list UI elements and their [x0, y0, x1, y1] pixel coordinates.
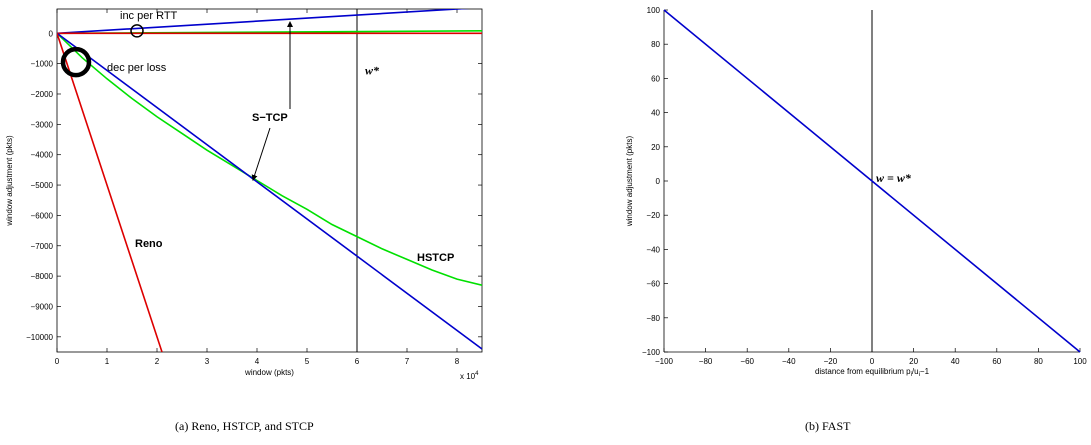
y-tick-label: −10000	[26, 333, 53, 342]
y-tick-label: −2000	[31, 90, 54, 99]
x-multiplier-label: x 104	[460, 371, 479, 381]
x-tick-label: 6	[355, 357, 360, 366]
x-tick-label: −60	[740, 357, 754, 366]
w-star-label: w*	[365, 63, 380, 77]
annotation-stcp: S−TCP	[252, 112, 288, 124]
chart-a: 0 1 2 3 4 5 6 7 8 0 −1000 −2000 −3000 −4000 −5000 −6000…	[5, 8, 483, 381]
annotation-hstcp: HSTCP	[417, 252, 454, 264]
x-axis-label: distance from equilibrium pi/ui−1	[815, 367, 930, 378]
x-tick-label: −40	[782, 357, 796, 366]
y-tick-label: 0	[49, 29, 54, 38]
y-tick-label: 60	[651, 74, 660, 83]
y-tick-label: −9000	[31, 302, 54, 311]
x-tick-label: 80	[1034, 357, 1043, 366]
x-tick-label: 0	[870, 357, 875, 366]
y-tick-label: −100	[642, 348, 661, 357]
series-hstcp-decrease-line	[57, 32, 482, 286]
y-tick-label: −60	[646, 280, 660, 289]
y-tick-label: 0	[656, 177, 661, 186]
series-reno-decrease-line	[57, 33, 163, 352]
y-tick-label: −4000	[31, 151, 54, 160]
x-tick-label: 40	[951, 357, 960, 366]
x-tick-label: −100	[655, 357, 674, 366]
y-axis-label: window adjustment (pkts)	[5, 135, 14, 227]
y-tick-label: 20	[651, 143, 660, 152]
series-fast-line	[663, 9, 1081, 353]
inc-per-rtt-marker	[130, 24, 144, 38]
annotation-reno: Reno	[135, 238, 163, 250]
x-tick-label: −20	[824, 357, 838, 366]
y-tick-label: −7000	[31, 242, 54, 251]
y-tick-label: −80	[646, 314, 660, 323]
y-tick-label: −1000	[31, 60, 54, 69]
series-stcp-increase-line	[57, 9, 471, 35]
caption-b: (b) FAST	[805, 419, 851, 433]
x-tick-label: 100	[1073, 357, 1087, 366]
x-tick-label: 20	[909, 357, 918, 366]
chart-b: −100 −80 −60 −40 −20 0 20 40 60 80 100 100 80 60 40 20 0…	[625, 6, 1087, 378]
stcp-decrease-arrow	[251, 127, 271, 181]
annotation-inc-per-rtt: inc per RTT	[120, 10, 178, 22]
annotation-equilibrium: w = w*	[876, 171, 912, 185]
y-tick-label: −3000	[31, 120, 54, 129]
dec-per-loss-marker	[60, 46, 92, 78]
y-tick-label: −40	[646, 245, 660, 254]
x-axis-label: window (pkts)	[244, 368, 294, 377]
y-tick-label: −8000	[31, 272, 54, 281]
x-tick-label: 5	[305, 357, 310, 366]
x-tick-label: 2	[155, 357, 160, 366]
x-tick-label: −80	[699, 357, 713, 366]
x-tick-label: 60	[992, 357, 1001, 366]
y-tick-label: 40	[651, 109, 660, 118]
y-tick-label: −6000	[31, 211, 54, 220]
x-tick-label: 0	[55, 357, 60, 366]
y-axis-label: window adjustment (pkts)	[625, 136, 634, 228]
y-tick-label: −20	[646, 211, 660, 220]
y-tick-label: 100	[647, 6, 661, 15]
annotation-dec-per-loss: dec per loss	[107, 62, 167, 74]
x-tick-label: 8	[455, 357, 460, 366]
x-tick-label: 4	[255, 357, 260, 366]
y-tick-label: −5000	[31, 181, 54, 190]
x-tick-label: 3	[205, 357, 210, 366]
x-tick-label: 7	[405, 357, 410, 366]
x-tick-label: 1	[105, 357, 110, 366]
series-stcp-decrease-line	[57, 32, 482, 350]
caption-a: (a) Reno, HSTCP, and STCP	[175, 419, 314, 433]
plot-frame	[56, 8, 483, 353]
y-tick-label: 80	[651, 40, 660, 49]
